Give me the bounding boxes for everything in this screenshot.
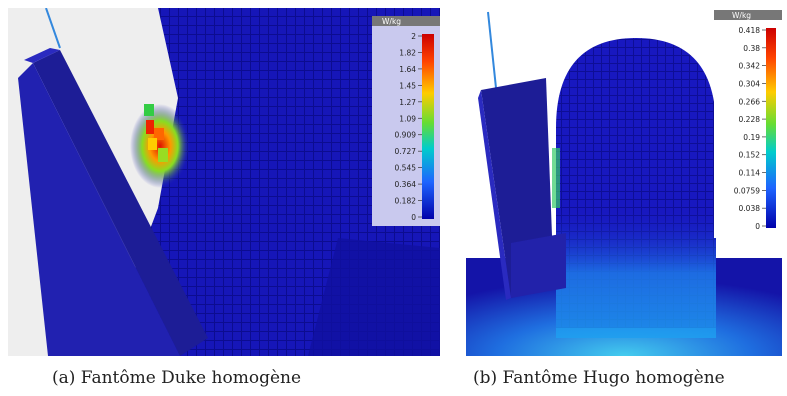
sar-render-duke: W/kg 2 1.82 1.64 1.45 1.27 1.09 0.909 0.727 0.54… <box>8 8 440 356</box>
caption-hugo: (b) Fantôme Hugo homogène <box>473 368 725 388</box>
caption-duke: (a) Fantôme Duke homogène <box>52 368 302 388</box>
legend-tick-label: 1.45 <box>399 81 416 90</box>
legend-tick-label: 0.114 <box>739 169 761 178</box>
legend-tick-label: 2 <box>411 32 416 41</box>
legend-tick-label: 1.09 <box>399 114 416 123</box>
legend-tick-label: 0.364 <box>395 180 417 189</box>
legend-tick-label: 0.909 <box>395 131 417 140</box>
legend-unit: W/kg <box>732 11 751 20</box>
antenna <box>45 8 61 49</box>
legend-tick-label: 0.304 <box>739 79 761 88</box>
legend-tick-label: 1.82 <box>399 48 416 57</box>
legend-unit: W/kg <box>382 17 401 26</box>
legend-tick-label: 0.152 <box>739 151 761 160</box>
legend-tick-label: 0.727 <box>395 147 417 156</box>
sar-legend: W/kg 2 1.82 1.64 1.45 1.27 1.09 0.909 0.727 0.54… <box>372 16 440 226</box>
legend-tick-label: 0.182 <box>395 197 417 206</box>
legend-tick-label: 0.228 <box>739 115 761 124</box>
sar-hotspot <box>130 104 190 188</box>
antenna <box>487 11 497 89</box>
legend-tick-label: 0.266 <box>739 97 761 106</box>
legend-tick-label: 0.418 <box>739 26 761 35</box>
legend-tick-label: 1.64 <box>399 65 416 74</box>
legend-tick-label: 0.19 <box>743 133 760 142</box>
legend-tick-label: 1.27 <box>399 98 416 107</box>
legend-tick-label: 0.0759 <box>734 186 760 195</box>
legend-tick-label: 0.038 <box>739 204 761 213</box>
color-bar <box>766 28 776 228</box>
legend-tick-label: 0 <box>411 213 416 222</box>
color-bar <box>422 34 434 219</box>
sar-legend: W/kg 0.418 0.38 0.342 0.304 0.266 0.228 0.19 0.… <box>714 10 782 238</box>
legend-tick-label: 0.545 <box>395 164 417 173</box>
legend-tick-label: 0.38 <box>743 44 760 53</box>
legend-tick-label: 0.342 <box>739 62 761 71</box>
legend-tick-label: 0 <box>755 222 760 231</box>
phone-model <box>33 50 208 356</box>
figure-panel-hugo: W/kg 0.418 0.38 0.342 0.304 0.266 0.228 0.19 0.… <box>466 8 782 356</box>
sar-render-hugo: W/kg 0.418 0.38 0.342 0.304 0.266 0.228 0.19 0.… <box>466 8 782 356</box>
figure-panel-duke: W/kg 2 1.82 1.64 1.45 1.27 1.09 0.909 0.727 0.54… <box>8 8 440 356</box>
